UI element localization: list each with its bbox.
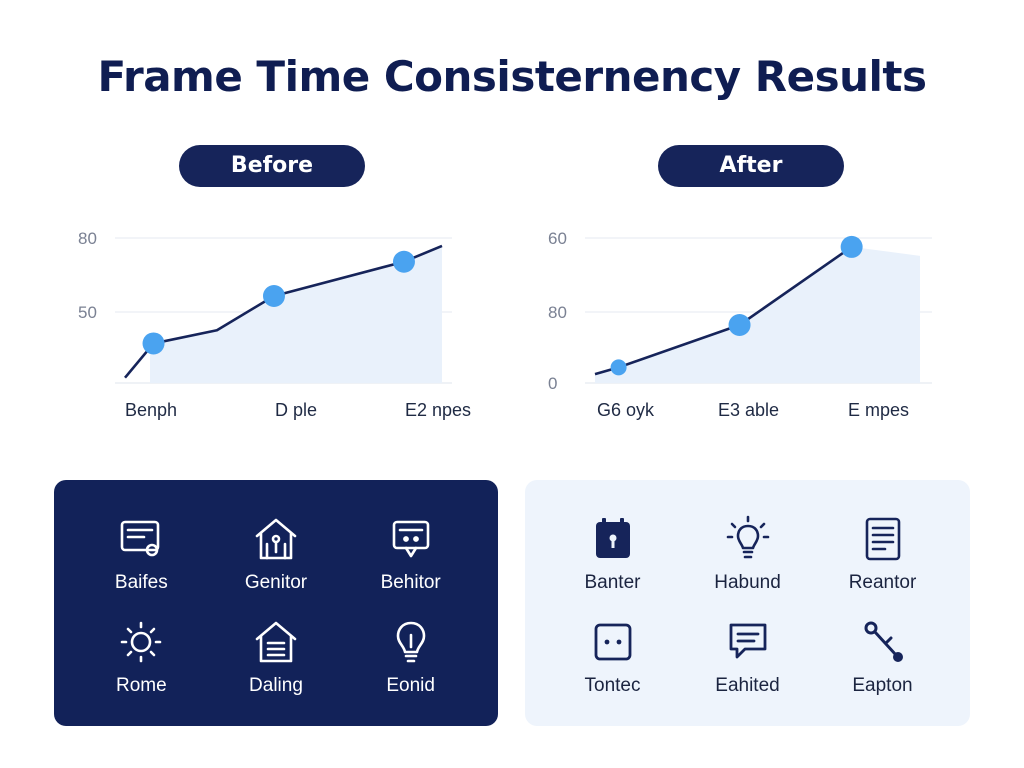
tile-label: Reantor xyxy=(848,571,917,593)
tile-label: Genitor xyxy=(244,571,308,593)
tile-reantor: Reantor xyxy=(815,502,950,605)
x-category-label: E3 able xyxy=(718,400,779,420)
chart-title: Frame Time Consisternency Results xyxy=(97,52,927,101)
tile-rome: Rome xyxy=(74,605,209,708)
lightbulb-icon xyxy=(396,621,425,662)
tile-label: Daling xyxy=(249,674,303,696)
tile-label: Eonid xyxy=(386,674,435,696)
y-tick-label: 80 xyxy=(548,303,567,322)
after-chart: 60 80 0 G6 oyk E3 able E mpes xyxy=(548,229,932,420)
wrench-icon xyxy=(864,621,903,662)
tile-label: Baifes xyxy=(114,571,168,593)
x-category-label: D ple xyxy=(275,400,317,420)
chat-lines-icon xyxy=(729,623,766,658)
data-point xyxy=(392,250,415,273)
before-label: Before xyxy=(179,145,365,187)
x-category-label: E mpes xyxy=(848,400,909,420)
y-tick-label: 80 xyxy=(78,229,97,248)
lightbulb-rays-icon xyxy=(726,515,769,558)
tile-banter: Banter xyxy=(545,502,680,605)
after-icon-panel: Banter Habund Reantor Tontec Eahited xyxy=(525,480,970,726)
data-point xyxy=(840,235,863,258)
series-area xyxy=(595,246,920,383)
data-point xyxy=(610,359,627,376)
tile-label: Eapton xyxy=(852,674,913,696)
tile-tontec: Tontec xyxy=(545,605,680,708)
tile-label: Rome xyxy=(115,674,167,696)
data-point xyxy=(262,285,285,307)
series-area xyxy=(150,245,442,383)
tile-habund: Habund xyxy=(680,502,815,605)
x-category-label: Benph xyxy=(125,400,177,420)
tile-label: Eahited xyxy=(715,674,780,696)
tile-label: Tontec xyxy=(584,674,641,696)
tile-label: Habund xyxy=(714,571,781,593)
x-category-label: E2 npes xyxy=(405,400,471,420)
chat-bubble-icon xyxy=(392,520,429,557)
tile-eahited: Eahited xyxy=(680,605,815,708)
tile-genitor: Genitor xyxy=(209,502,344,605)
tile-label: Banter xyxy=(584,571,641,593)
tile-daling: Daling xyxy=(209,605,344,708)
dots-square-icon xyxy=(594,623,631,660)
home-list-icon xyxy=(255,621,297,662)
series-line xyxy=(594,245,853,376)
before-icon-panel: Baifes Genitor Behitor Rome D xyxy=(54,480,498,726)
tile-baifes: Baifes xyxy=(74,502,209,605)
y-tick-label: 0 xyxy=(548,374,557,393)
document-icon xyxy=(865,517,900,560)
y-tick-label: 60 xyxy=(548,229,567,248)
tile-eonid: Eonid xyxy=(343,605,478,708)
sun-icon xyxy=(121,621,162,662)
y-tick-label: 50 xyxy=(78,303,97,322)
house-icon xyxy=(255,518,297,559)
before-chart: 80 50 Benph D ple E2 npes xyxy=(78,229,471,420)
certificate-icon xyxy=(121,520,160,556)
tile-eapton: Eapton xyxy=(815,605,950,708)
data-point xyxy=(728,314,751,336)
data-point xyxy=(142,332,165,355)
tile-label: Behitor xyxy=(380,571,441,593)
calendar-lock-icon xyxy=(595,517,630,558)
after-label: After xyxy=(658,145,844,187)
x-category-label: G6 oyk xyxy=(597,400,655,420)
tile-behitor: Behitor xyxy=(343,502,478,605)
